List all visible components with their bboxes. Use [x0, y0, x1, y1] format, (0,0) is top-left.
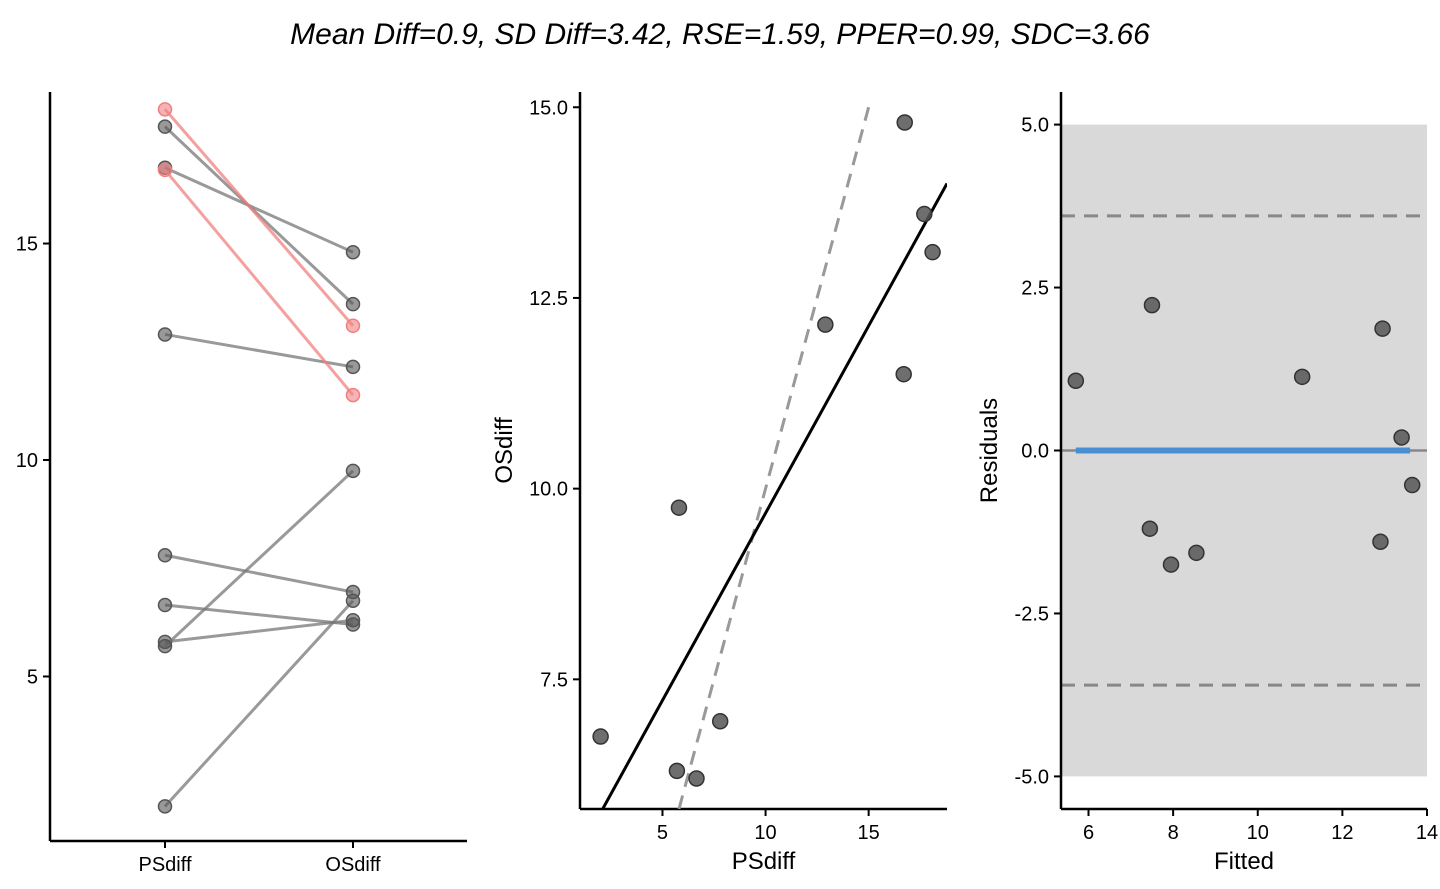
x-tick-label: 15 — [858, 822, 880, 844]
paired-point — [345, 387, 361, 403]
paired-point — [345, 359, 361, 375]
paired-line — [163, 108, 355, 327]
paired-line — [163, 599, 355, 808]
x-axis-title: Fitted — [1214, 848, 1274, 875]
x-tick-label: 8 — [1168, 822, 1179, 844]
scatter-point — [916, 205, 933, 223]
paired-line — [164, 166, 354, 254]
scatter-point — [688, 770, 705, 787]
y-tick-label: 0.0 — [1021, 441, 1049, 463]
residuals-panel: -5.0 -2.5 0.0 2.5 5.0 6 8 10 12 14 Fitted Residuals — [976, 92, 1438, 875]
y-tick-label: 10.0 — [529, 479, 568, 501]
paired-line — [164, 553, 354, 594]
residual-point — [1293, 368, 1311, 386]
y-tick-label: 15 — [16, 234, 38, 256]
scatter-point — [896, 114, 913, 131]
paired-point — [157, 597, 173, 613]
paired-line — [164, 332, 354, 369]
paired-line — [164, 618, 354, 644]
y-tick-label: 15.0 — [529, 97, 568, 119]
x-tick-label: 10 — [1247, 822, 1269, 844]
x-tick-label: OSdiff — [325, 854, 381, 876]
paired-line — [164, 603, 354, 627]
paired-point — [345, 463, 361, 479]
paired-line — [163, 469, 355, 648]
scatter-point — [670, 499, 688, 516]
paired-point — [345, 318, 361, 334]
paired-point — [157, 162, 173, 178]
y-tick-label: 10 — [16, 450, 38, 472]
residual-point — [1162, 556, 1180, 573]
paired-point — [157, 102, 173, 117]
paired-point — [157, 799, 173, 814]
y-tick-label: 7.5 — [540, 669, 568, 691]
x-tick-label: 5 — [657, 822, 668, 844]
agreement-panel: 7.5 10.0 12.5 15.0 5 10 15 PSdiff OSdiff — [491, 92, 947, 875]
paired-point — [345, 244, 361, 260]
y-tick-label: 5.0 — [1021, 115, 1049, 137]
residual-point — [1067, 372, 1085, 390]
y-tick-label: -2.5 — [1015, 603, 1049, 625]
residual-point — [1374, 320, 1391, 337]
scatter-point — [817, 316, 834, 333]
y-axis-title: OSdiff — [491, 417, 518, 484]
paired-point — [157, 548, 173, 563]
residual-point — [1188, 544, 1205, 562]
paired-point — [157, 119, 173, 134]
fit-line — [601, 182, 947, 809]
residual-point — [1143, 296, 1161, 314]
paired-point — [345, 612, 361, 628]
x-tick-label: 10 — [754, 822, 776, 844]
paired-point — [157, 327, 173, 342]
x-tick-label: PSdiff — [139, 854, 192, 876]
residual-point — [1372, 533, 1389, 551]
x-tick-label: 14 — [1416, 822, 1438, 844]
y-tick-label: 5 — [27, 666, 38, 688]
y-tick-label: -5.0 — [1015, 766, 1049, 788]
x-tick-label: 12 — [1331, 822, 1353, 844]
y-axis-title: Residuals — [976, 398, 1003, 503]
y-tick-label: 2.5 — [1021, 278, 1049, 300]
residual-point — [1403, 476, 1421, 494]
paired-point — [345, 296, 361, 312]
identity-line — [677, 99, 873, 809]
scatter-point — [711, 713, 729, 730]
y-tick-label: 12.5 — [529, 288, 568, 310]
residual-point — [1393, 429, 1410, 446]
paired-panel: 5 10 15 PSdiff OSdiff — [16, 92, 467, 876]
paired-point — [345, 593, 361, 608]
x-axis-title: PSdiff — [732, 848, 796, 875]
scatter-point — [668, 762, 686, 780]
chart-title: Mean Diff=0.9, SD Diff=3.42, RSE=1.59, P… — [290, 18, 1150, 51]
paired-point — [157, 638, 173, 654]
scatter-point — [924, 243, 941, 261]
paired-line — [163, 168, 355, 397]
scatter-point — [592, 728, 609, 745]
residual-point — [1141, 520, 1159, 537]
x-tick-label: 6 — [1083, 822, 1094, 844]
scatter-point — [895, 365, 912, 383]
